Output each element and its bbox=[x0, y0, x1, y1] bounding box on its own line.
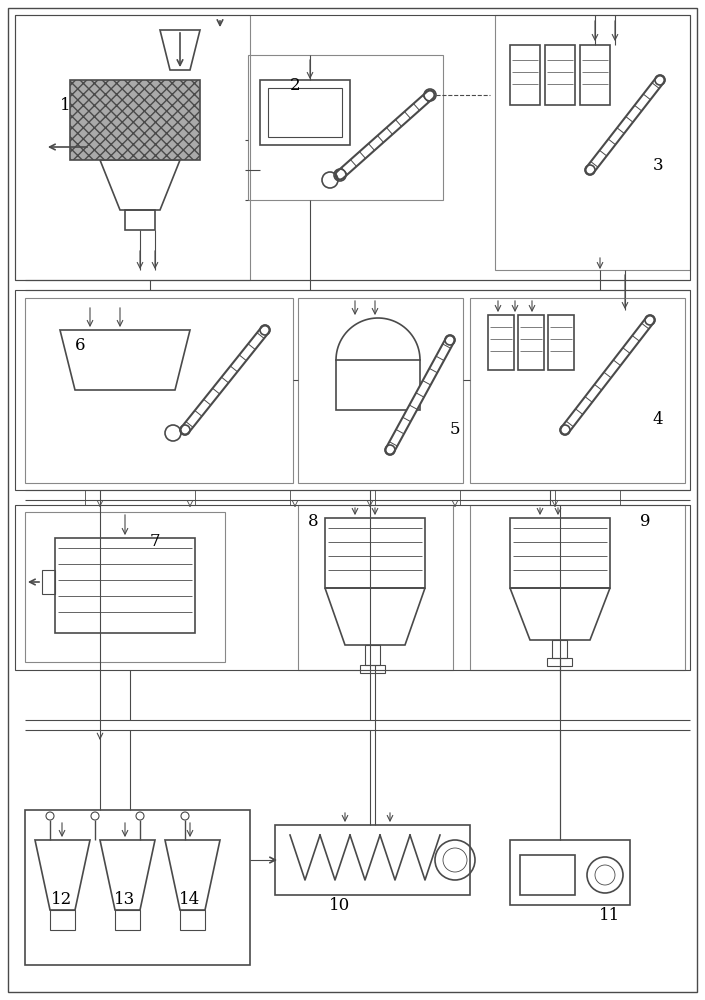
Text: 14: 14 bbox=[179, 892, 201, 908]
Bar bbox=[365, 645, 380, 665]
Bar bbox=[510, 518, 610, 588]
Bar bbox=[15, 15, 690, 280]
Text: 9: 9 bbox=[639, 514, 650, 530]
Bar bbox=[470, 298, 685, 483]
Bar bbox=[268, 88, 342, 137]
Bar bbox=[545, 45, 575, 105]
Text: 8: 8 bbox=[307, 514, 319, 530]
Bar bbox=[548, 315, 574, 370]
Bar bbox=[325, 518, 425, 588]
Bar bbox=[520, 855, 575, 895]
Bar bbox=[495, 15, 690, 270]
Text: 3: 3 bbox=[653, 156, 663, 174]
Text: 7: 7 bbox=[149, 534, 160, 550]
Bar bbox=[518, 315, 544, 370]
Bar bbox=[180, 910, 205, 930]
Bar bbox=[260, 80, 350, 145]
Bar bbox=[336, 360, 420, 410]
Bar bbox=[510, 840, 630, 905]
Bar bbox=[360, 665, 385, 673]
Bar bbox=[488, 315, 514, 370]
Bar bbox=[547, 658, 572, 666]
Text: 6: 6 bbox=[75, 336, 85, 354]
Text: 2: 2 bbox=[290, 77, 300, 94]
Bar bbox=[275, 825, 470, 895]
Bar bbox=[50, 910, 75, 930]
Bar bbox=[248, 55, 443, 200]
Bar bbox=[70, 80, 200, 160]
Bar bbox=[42, 570, 55, 594]
Bar bbox=[580, 45, 610, 105]
Bar bbox=[15, 15, 250, 280]
Bar bbox=[55, 538, 195, 633]
Bar bbox=[25, 298, 293, 483]
Bar bbox=[470, 505, 685, 670]
Text: 12: 12 bbox=[51, 892, 73, 908]
Bar bbox=[25, 810, 250, 965]
Text: 5: 5 bbox=[450, 422, 460, 438]
Bar bbox=[15, 505, 690, 670]
Bar bbox=[552, 640, 567, 658]
Bar bbox=[298, 298, 463, 483]
Text: 11: 11 bbox=[599, 906, 620, 924]
Bar bbox=[125, 210, 155, 230]
Bar bbox=[25, 512, 225, 662]
Bar bbox=[298, 505, 453, 670]
Bar bbox=[115, 910, 140, 930]
Text: 10: 10 bbox=[329, 896, 350, 914]
Bar bbox=[510, 45, 540, 105]
Text: 4: 4 bbox=[653, 412, 663, 428]
Text: 13: 13 bbox=[114, 892, 135, 908]
Bar bbox=[15, 290, 690, 490]
Text: 1: 1 bbox=[60, 97, 70, 113]
